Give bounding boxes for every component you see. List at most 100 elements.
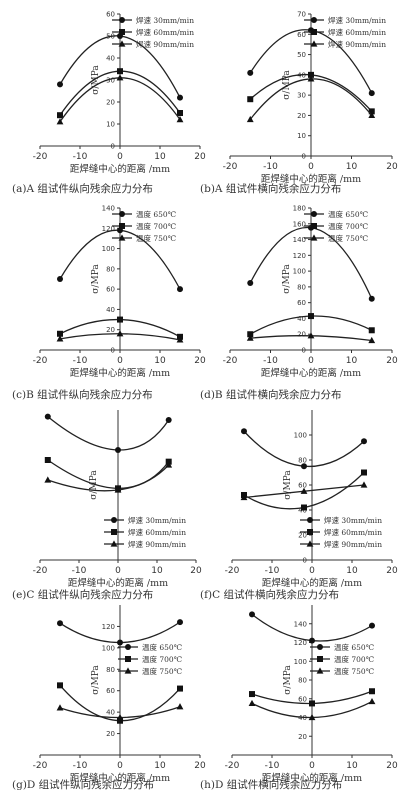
data-point — [368, 336, 376, 344]
x-axis-label: 距焊缝中心的距离 /mm — [261, 173, 361, 185]
data-point — [247, 69, 254, 76]
data-point — [44, 476, 52, 483]
panel-caption: (d)B 组试件横向残余应力分布 — [200, 388, 341, 401]
data-point — [177, 685, 183, 692]
data-point — [361, 469, 367, 476]
legend-label: 温度 700℃ — [328, 221, 368, 231]
y-axis-label: σ/MPa — [282, 264, 292, 294]
legend-label: 焊速 30mm/min — [128, 515, 186, 525]
legend-label: 焊速 30mm/min — [328, 15, 386, 25]
y-tick-label: 80 — [297, 283, 306, 291]
data-point — [240, 493, 248, 501]
legend-label: 焊速 60mm/min — [328, 27, 386, 37]
data-point — [309, 700, 315, 707]
chart-panel-4: 0 20 40 60 80 100 120 140 160 180 -20 -10 0 10 20 σ/MPa… — [200, 205, 398, 402]
x-tick-label: 20 — [386, 566, 398, 576]
data-point — [368, 295, 375, 302]
data-point — [301, 463, 307, 470]
x-tick-label: 20 — [386, 162, 398, 172]
data-point — [309, 637, 315, 644]
x-tick-label: -20 — [223, 356, 238, 366]
y-tick-label: 140 — [294, 620, 307, 628]
legend: 温度 650℃ 温度 700℃ 温度 750℃ — [304, 209, 368, 243]
legend: 焊速 30mm/min 焊速 60mm/min 焊速 90mm/min — [304, 15, 386, 49]
x-tick-label: 20 — [194, 761, 206, 771]
legend-label: 焊速 90mm/min — [328, 39, 386, 49]
x-axis-label: 距焊缝中心的距离 /mm — [70, 163, 170, 175]
legend-label: 焊速 90mm/min — [136, 39, 194, 49]
panel-caption: (h)D 组试件横向残余应力分布 — [200, 778, 342, 791]
legend-label: 温度 750℃ — [142, 666, 182, 676]
y-tick-label: 20 — [297, 331, 306, 339]
data-point — [177, 110, 183, 116]
y-axis-label: σ/MPa — [283, 665, 293, 695]
chart-panel-3: 0 20 40 60 80 100 120 140 -20 -10 0 10 20 σ/MPa 距焊缝中心的… — [12, 205, 206, 402]
y-tick-label: 120 — [102, 225, 115, 233]
y-tick-label: 10 — [106, 121, 115, 129]
x-tick-label: -10 — [265, 566, 280, 576]
legend-marker — [306, 540, 314, 547]
x-tick-label: 0 — [309, 566, 315, 576]
y-tick-label: 40 — [298, 714, 307, 722]
legend: 焊速 30mm/min 焊速 60mm/min 焊速 90mm/min — [104, 515, 186, 549]
data-point — [57, 112, 63, 119]
data-point — [56, 704, 64, 711]
data-point — [177, 619, 183, 626]
data-point — [369, 688, 375, 695]
data-point — [368, 108, 375, 115]
x-tick-label: 10 — [151, 566, 163, 576]
legend: 焊速 30mm/min 焊速 60mm/min 焊速 90mm/min — [300, 515, 382, 549]
legend-label: 焊速 30mm/min — [136, 15, 194, 25]
y-tick-label: 10 — [297, 132, 306, 140]
y-tick-label: 40 — [297, 315, 306, 323]
legend-marker — [311, 223, 317, 229]
legend-marker — [111, 529, 117, 535]
legend-label: 温度 700℃ — [334, 654, 374, 664]
x-tick-label: 0 — [117, 761, 123, 771]
y-tick-label: 0 — [111, 347, 115, 355]
legend-marker — [118, 234, 126, 241]
legend-marker — [311, 17, 317, 23]
legend: 温度 650℃ 温度 700℃ 温度 750℃ — [118, 642, 182, 676]
data-point — [57, 330, 63, 337]
legend-label: 焊速 90mm/min — [324, 539, 382, 549]
data-point — [368, 90, 375, 97]
legend-label: 温度 650℃ — [142, 642, 182, 652]
series-line-2 — [47, 459, 170, 489]
x-tick-label: 20 — [190, 566, 202, 576]
x-tick-label: -10 — [73, 356, 88, 366]
legend-marker — [110, 540, 118, 547]
legend-marker — [118, 40, 126, 47]
x-tick-label: -10 — [263, 162, 278, 172]
y-tick-label: 50 — [297, 51, 306, 59]
data-point — [307, 75, 315, 82]
panel-caption: (c)B 组试件纵向残余应力分布 — [12, 388, 153, 401]
y-tick-label: 160 — [293, 220, 306, 228]
data-point — [116, 713, 124, 721]
legend-label: 温度 700℃ — [142, 654, 182, 664]
data-point — [116, 74, 124, 81]
y-tick-label: 20 — [298, 733, 307, 741]
x-tick-label: 10 — [346, 162, 358, 172]
y-tick-label: 40 — [297, 71, 306, 79]
data-point — [247, 331, 254, 338]
data-point — [57, 682, 63, 689]
y-axis-label: σ/MPa — [91, 665, 101, 695]
legend-label: 焊速 60mm/min — [128, 527, 186, 537]
legend-marker — [119, 29, 125, 35]
legend-label: 焊速 30mm/min — [324, 515, 382, 525]
legend-label: 温度 650℃ — [328, 209, 368, 219]
y-tick-label: 140 — [293, 236, 306, 244]
x-tick-label: 10 — [346, 566, 358, 576]
x-tick-label: -10 — [73, 152, 88, 162]
data-point — [177, 94, 183, 101]
panel-caption: (g)D 组试件纵向残余应力分布 — [12, 778, 154, 791]
y-tick-label: 60 — [297, 31, 306, 39]
x-tick-label: 0 — [308, 162, 314, 172]
x-tick-label: -20 — [33, 566, 48, 576]
data-point — [301, 504, 307, 511]
y-tick-label: 80 — [106, 666, 115, 674]
x-tick-label: 0 — [309, 761, 315, 771]
